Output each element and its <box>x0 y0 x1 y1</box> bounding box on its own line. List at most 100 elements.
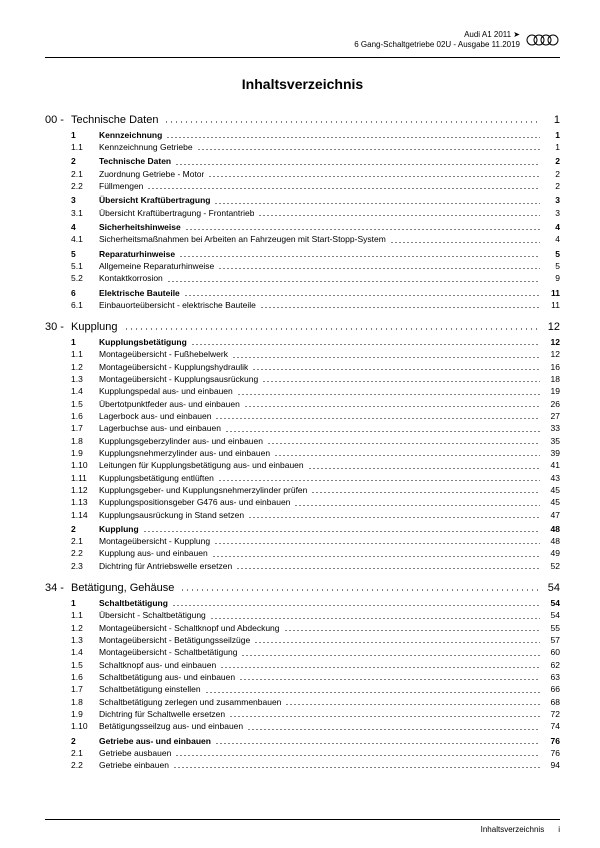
toc-row: 1.10Betätigungsseilzug aus- und einbauen… <box>45 720 560 732</box>
toc-row-page: 45 <box>544 484 560 496</box>
toc-row-page: 2 <box>544 180 560 192</box>
toc-row-page: 48 <box>544 535 560 547</box>
toc-leader <box>173 765 540 770</box>
toc-row-page: 55 <box>544 622 560 634</box>
toc-row-label: Kupplung <box>99 523 139 535</box>
toc-row: 1.11Kupplungsbetätigung entlüften43 <box>45 472 560 484</box>
toc-row: 1.1Übersicht - Schaltbetätigung54 <box>45 609 560 621</box>
toc-row: 1.13Kupplungspositionsgeber G476 aus- un… <box>45 496 560 508</box>
toc-row-page: 45 <box>544 496 560 508</box>
toc-row: 1.9Dichtring für Schaltwelle ersetzen72 <box>45 708 560 720</box>
toc-row: 1.8Schaltbetätigung zerlegen und zusamme… <box>45 696 560 708</box>
toc-leader <box>185 227 540 232</box>
toc-leader <box>390 240 540 245</box>
toc-leader <box>247 727 540 732</box>
toc-row-label: Allgemeine Reparaturhinweise <box>99 260 214 272</box>
toc-row-page: 60 <box>544 646 560 658</box>
toc-row-num: 3 <box>71 194 99 206</box>
header-text: Audi A1 2011 ➤ 6 Gang-Schaltgetriebe 02U… <box>354 30 520 51</box>
toc-row-label: Kennzeichnung Getriebe <box>99 141 193 153</box>
toc-row-num: 4 <box>71 221 99 233</box>
toc-row-page: 94 <box>544 759 560 771</box>
footer-label: Inhaltsverzeichnis <box>481 825 545 834</box>
toc-row-page: 33 <box>544 422 560 434</box>
toc-row-num: 4.1 <box>71 233 99 245</box>
toc-row-label: Montageübersicht - Kupplungsausrückung <box>99 373 258 385</box>
toc-row-num: 1.12 <box>71 484 99 496</box>
toc-row-num: 1.14 <box>71 509 99 521</box>
toc-leader <box>124 326 539 332</box>
toc-row-label: Kupplungsgeber- und Kupplungsnehmerzylin… <box>99 484 307 496</box>
toc-row-page: 16 <box>544 361 560 373</box>
toc-section-heading: 00 -Technische Daten 1 <box>45 114 560 126</box>
footer-rule <box>45 819 560 820</box>
toc-row-num: 1.10 <box>71 459 99 471</box>
toc-leader <box>236 566 540 571</box>
toc-row: 2Kupplung48 <box>45 523 560 535</box>
toc-row-num: 2.3 <box>71 560 99 572</box>
toc-row: 2.1Getriebe ausbauen76 <box>45 747 560 759</box>
toc-row-label: Montageübersicht - Kupplungshydraulik <box>99 361 248 373</box>
page-header: Audi A1 2011 ➤ 6 Gang-Schaltgetriebe 02U… <box>45 30 560 51</box>
toc-row-num: 1.4 <box>71 646 99 658</box>
toc-row-num: 1.3 <box>71 373 99 385</box>
toc-row-page: 19 <box>544 385 560 397</box>
toc-row-label: Schaltbetätigung einstellen <box>99 683 201 695</box>
toc-leader <box>205 690 540 695</box>
toc-row-page: 1 <box>544 141 560 153</box>
toc-section-label: Technische Daten <box>71 114 158 126</box>
toc-leader <box>308 466 540 471</box>
toc-section-label: Betätigung, Gehäuse <box>71 582 174 594</box>
toc-row-num: 1.6 <box>71 671 99 683</box>
toc-row: 2Getriebe aus- und einbauen76 <box>45 735 560 747</box>
toc-leader <box>179 254 540 259</box>
table-of-contents: 00 -Technische Daten11Kennzeichnung11.1K… <box>45 114 560 772</box>
toc-section-num: 00 - <box>45 114 71 126</box>
toc-row: 1Kupplungsbetätigung12 <box>45 336 560 348</box>
toc-leader <box>244 404 540 409</box>
toc-row: 1.4Kupplungspedal aus- und einbauen19 <box>45 385 560 397</box>
toc-row-num: 2.2 <box>71 180 99 192</box>
toc-row-label: Zuordnung Getriebe - Motor <box>99 168 204 180</box>
toc-leader <box>218 478 540 483</box>
toc-leader <box>274 453 540 458</box>
toc-leader <box>237 392 540 397</box>
toc-row-label: Übersicht Kraftübertragung - Frontantrie… <box>99 207 254 219</box>
toc-row-page: 2 <box>544 155 560 167</box>
toc-leader <box>262 379 540 384</box>
toc-row-label: Montageübersicht - Fußhebelwerk <box>99 348 228 360</box>
toc-row-num: 2 <box>71 155 99 167</box>
toc-row: 6.1Einbauorteübersicht - elektrische Bau… <box>45 299 560 311</box>
toc-row-page: 54 <box>544 597 560 609</box>
toc-row-page: 27 <box>544 410 560 422</box>
toc-row-page: 18 <box>544 373 560 385</box>
toc-row-label: Schaltbetätigung aus- und einbauen <box>99 671 235 683</box>
toc-row: 1.6Lagerbock aus- und einbauen27 <box>45 410 560 422</box>
toc-row: 1.9Kupplungsnehmerzylinder aus- und einb… <box>45 447 560 459</box>
toc-row-num: 6 <box>71 287 99 299</box>
toc-row-num: 1.8 <box>71 696 99 708</box>
toc-row-label: Elektrische Bauteile <box>99 287 180 299</box>
toc-row-num: 3.1 <box>71 207 99 219</box>
toc-row-page: 4 <box>544 233 560 245</box>
toc-section-page: 1 <box>542 114 560 126</box>
toc-row-label: Dichtring für Antriebswelle ersetzen <box>99 560 232 572</box>
toc-row-num: 2 <box>71 735 99 747</box>
toc-row-page: 5 <box>544 248 560 260</box>
toc-row-page: 76 <box>544 747 560 759</box>
toc-leader <box>172 603 540 608</box>
toc-row-page: 1 <box>544 129 560 141</box>
toc-row-page: 12 <box>544 348 560 360</box>
toc-row-label: Technische Daten <box>99 155 171 167</box>
toc-row-page: 35 <box>544 435 560 447</box>
toc-row-page: 2 <box>544 168 560 180</box>
toc-row: 2.2Getriebe einbauen94 <box>45 759 560 771</box>
toc-row-label: Kupplungsbetätigung <box>99 336 187 348</box>
header-line1: Audi A1 2011 ➤ <box>354 30 520 40</box>
toc-row-label: Montageübersicht - Schaltbetätigung <box>99 646 237 658</box>
toc-row-label: Montageübersicht - Kupplung <box>99 535 210 547</box>
toc-leader <box>164 119 538 125</box>
toc-row-num: 1.7 <box>71 422 99 434</box>
toc-leader <box>229 714 540 719</box>
toc-row-page: 11 <box>544 287 560 299</box>
